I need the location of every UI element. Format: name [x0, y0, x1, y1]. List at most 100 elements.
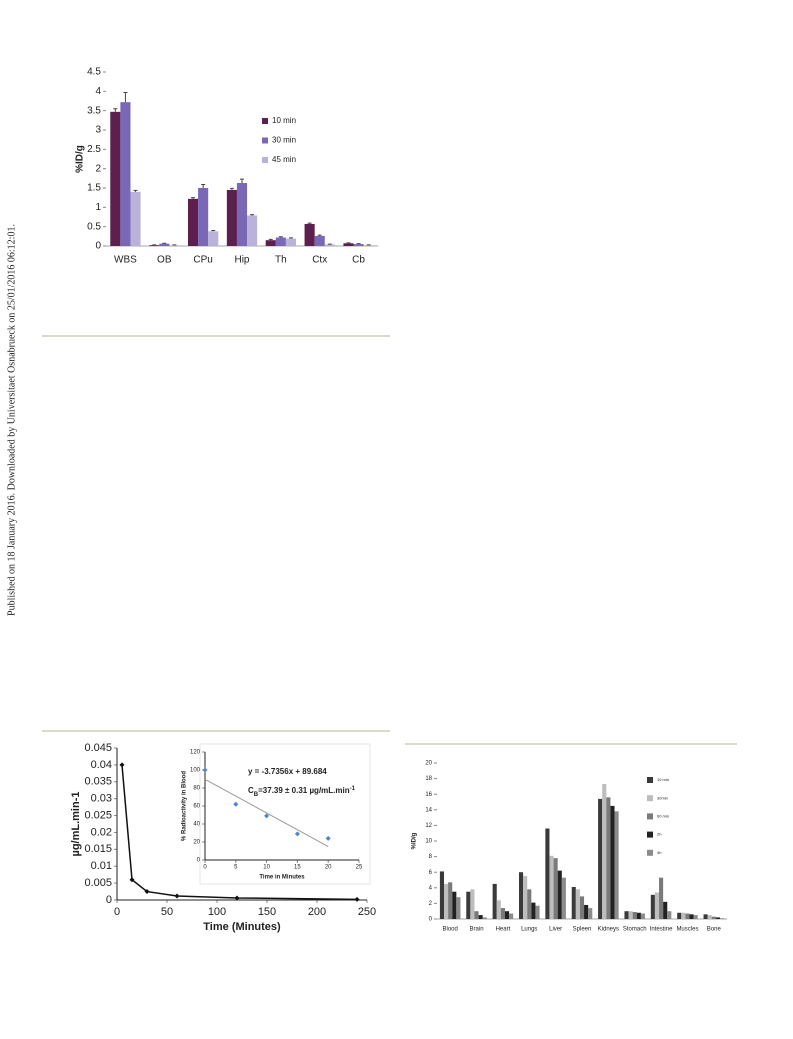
bar [518, 872, 524, 919]
error-bar [229, 187, 234, 190]
bar [492, 883, 497, 919]
annotation-part: =37.39 ± 0.31 µg/mL.min [258, 786, 350, 795]
legend-swatch [647, 849, 653, 856]
point [202, 767, 208, 773]
bar [677, 912, 682, 919]
x-tick-label: Liver [549, 927, 562, 933]
bar [482, 917, 487, 919]
y-tick-label: 0.005 [84, 877, 112, 889]
bar [496, 900, 501, 919]
y-tick-label: 0 [106, 894, 112, 906]
bar [149, 245, 160, 246]
legend-label: 30 min [272, 136, 296, 145]
y-tick-label: 16 [425, 792, 432, 798]
x-tick-label: 100 [208, 906, 226, 918]
bar [571, 887, 576, 919]
bar [624, 911, 629, 919]
bar [265, 240, 276, 246]
y-tick-label: 3.5 [87, 105, 101, 116]
legend-swatch [647, 813, 653, 820]
x-tick-label: Intestine [650, 927, 673, 933]
bar [159, 243, 170, 246]
bar [557, 870, 562, 919]
legend-swatch [647, 777, 653, 783]
y-tick-label: 0.025 [84, 809, 112, 821]
error-bar [123, 91, 128, 103]
bar [636, 912, 641, 919]
y-tick-label: 18 [425, 776, 432, 782]
bar [663, 901, 668, 919]
y-tick-label: 6 [429, 870, 433, 876]
y-tick-label: 0.02 [91, 826, 112, 838]
x-tick-label: Muscles [676, 927, 698, 933]
bar [632, 911, 637, 919]
error-bar [278, 236, 283, 238]
x-tick-label: 200 [308, 906, 326, 918]
bar [236, 182, 248, 246]
y-tick-label: 2.5 [87, 144, 101, 155]
error-bar [317, 234, 322, 236]
y-tick-label: 20 [425, 761, 432, 767]
bar [275, 237, 286, 246]
bar [598, 798, 603, 919]
x-tick-label: OB [157, 255, 172, 266]
y-tick-label: 12 [425, 823, 432, 829]
x-tick-label: Blood [443, 927, 458, 933]
bar [614, 811, 619, 919]
point [264, 813, 270, 819]
point [325, 835, 331, 841]
error-bar [133, 189, 138, 192]
legend-label: 45 min [272, 155, 296, 164]
legend-label: 4h [657, 850, 661, 855]
y-tick-label: 1 [95, 202, 101, 213]
bar [208, 231, 219, 246]
side-note: Published on 18 January 2016. Downloaded… [6, 224, 17, 616]
bar [703, 914, 708, 919]
bar [575, 889, 580, 919]
y-tick-label: 0.5 [87, 221, 101, 232]
legend-label: 60 min [657, 813, 669, 818]
x-tick-label: 0 [203, 865, 207, 871]
y-tick-label: 0.045 [84, 742, 112, 754]
legend-label: 2h [657, 832, 661, 837]
point [233, 801, 239, 807]
bar [561, 877, 566, 919]
bar [444, 883, 449, 919]
bar [187, 198, 199, 246]
bar [531, 902, 536, 919]
bar [689, 914, 694, 919]
bar [169, 245, 180, 246]
bar [711, 916, 716, 919]
y-tick-label: 0.035 [84, 776, 112, 788]
inset-frame [199, 743, 371, 885]
bar [584, 904, 589, 919]
y-tick-label: 14 [425, 807, 432, 813]
x-tick-label: Ctx [312, 255, 327, 266]
x-tick-label: 20 [325, 865, 332, 871]
y-tick-label: 0 [197, 858, 201, 864]
error-bar [191, 197, 196, 199]
bar [314, 235, 325, 246]
bar [363, 245, 374, 246]
x-tick-label: Brain [470, 927, 484, 933]
annotation: y = -3.7356x + 89.684 [248, 767, 327, 776]
x-tick-label: 10 [263, 865, 270, 871]
bar [474, 911, 479, 919]
bar [523, 876, 528, 919]
point [129, 877, 135, 883]
bar [439, 871, 445, 919]
y-tick-label: 2 [95, 163, 101, 174]
x-tick-label: CPu [193, 255, 212, 266]
error-bar [201, 184, 206, 188]
y-axis-label: µg/mL.min-1 [70, 791, 82, 856]
annotation-part: C [248, 786, 254, 795]
y-tick-label: 0 [95, 241, 101, 252]
bar [500, 908, 505, 919]
x-tick-label: 0 [114, 906, 120, 918]
x-tick-label: Lungs [521, 927, 537, 933]
x-axis-label: Time (Minutes) [203, 921, 281, 933]
x-tick-label: Heart [496, 927, 511, 933]
bar [693, 915, 698, 919]
x-tick-label: 50 [161, 906, 173, 918]
error-bar [307, 222, 312, 224]
